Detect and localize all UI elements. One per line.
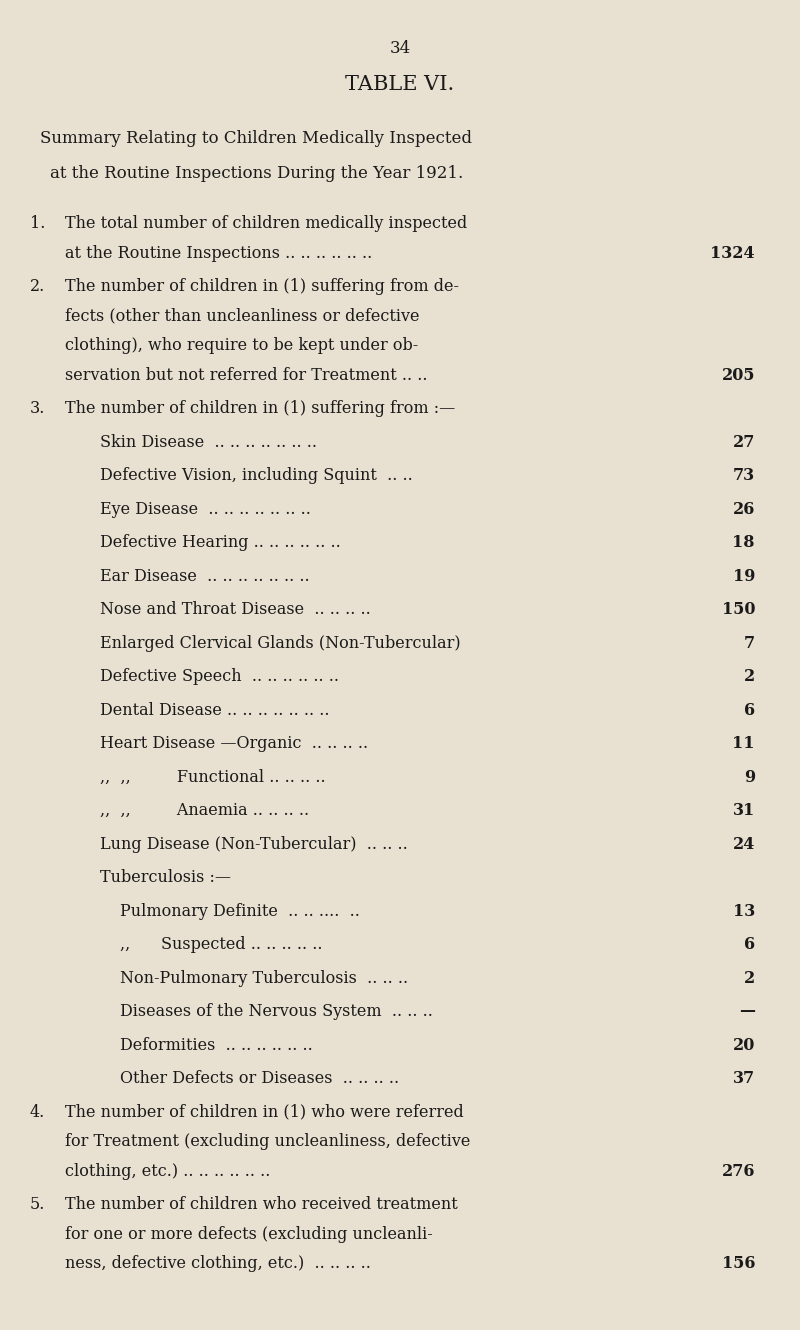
Text: 24: 24 <box>733 835 755 853</box>
Text: 34: 34 <box>390 40 410 57</box>
Text: 6: 6 <box>744 936 755 954</box>
Text: 7: 7 <box>744 634 755 652</box>
Text: Diseases of the Nervous System  .. .. ..: Diseases of the Nervous System .. .. .. <box>120 1003 433 1020</box>
Text: Other Defects or Diseases  .. .. .. ..: Other Defects or Diseases .. .. .. .. <box>120 1071 399 1087</box>
Text: 27: 27 <box>733 434 755 451</box>
Text: Enlarged Clervical Glands (Non-Tubercular): Enlarged Clervical Glands (Non-Tubercula… <box>100 634 461 652</box>
Text: 11: 11 <box>733 735 755 751</box>
Text: Non-Pulmonary Tuberculosis  .. .. ..: Non-Pulmonary Tuberculosis .. .. .. <box>120 970 408 987</box>
Text: The number of children in (1) suffering from :—: The number of children in (1) suffering … <box>65 400 455 418</box>
Text: Defective Hearing .. .. .. .. .. ..: Defective Hearing .. .. .. .. .. .. <box>100 535 341 551</box>
Text: ,,      Suspected .. .. .. .. ..: ,, Suspected .. .. .. .. .. <box>120 936 322 954</box>
Text: at the Routine Inspections .. .. .. .. .. ..: at the Routine Inspections .. .. .. .. .… <box>65 245 372 262</box>
Text: Tuberculosis :—: Tuberculosis :— <box>100 868 231 886</box>
Text: Defective Vision, including Squint  .. ..: Defective Vision, including Squint .. .. <box>100 467 413 484</box>
Text: servation but not referred for Treatment .. ..: servation but not referred for Treatment… <box>65 367 427 383</box>
Text: 1.: 1. <box>30 215 46 231</box>
Text: 19: 19 <box>733 568 755 584</box>
Text: Skin Disease  .. .. .. .. .. .. ..: Skin Disease .. .. .. .. .. .. .. <box>100 434 317 451</box>
Text: 156: 156 <box>722 1256 755 1271</box>
Text: at the Routine Inspections During the Year 1921.: at the Routine Inspections During the Ye… <box>50 165 463 182</box>
Text: 276: 276 <box>722 1162 755 1180</box>
Text: Nose and Throat Disease  .. .. .. ..: Nose and Throat Disease .. .. .. .. <box>100 601 370 618</box>
Text: 205: 205 <box>722 367 755 383</box>
Text: for Treatment (excluding uncleanliness, defective: for Treatment (excluding uncleanliness, … <box>65 1133 470 1150</box>
Text: fects (other than uncleanliness or defective: fects (other than uncleanliness or defec… <box>65 307 419 325</box>
Text: 26: 26 <box>733 500 755 517</box>
Text: 6: 6 <box>744 701 755 718</box>
Text: Summary Relating to Children Medically Inspected: Summary Relating to Children Medically I… <box>40 130 472 148</box>
Text: Pulmonary Definite  .. .. ....  ..: Pulmonary Definite .. .. .... .. <box>120 903 360 919</box>
Text: Eye Disease  .. .. .. .. .. .. ..: Eye Disease .. .. .. .. .. .. .. <box>100 500 311 517</box>
Text: The number of children in (1) who were referred: The number of children in (1) who were r… <box>65 1104 464 1120</box>
Text: for one or more defects (excluding uncleanli-: for one or more defects (excluding uncle… <box>65 1225 433 1242</box>
Text: 13: 13 <box>733 903 755 919</box>
Text: ,,  ,,         Functional .. .. .. ..: ,, ,, Functional .. .. .. .. <box>100 769 326 786</box>
Text: Defective Speech  .. .. .. .. .. ..: Defective Speech .. .. .. .. .. .. <box>100 668 339 685</box>
Text: 18: 18 <box>733 535 755 551</box>
Text: Ear Disease  .. .. .. .. .. .. ..: Ear Disease .. .. .. .. .. .. .. <box>100 568 310 584</box>
Text: The total number of children medically inspected: The total number of children medically i… <box>65 215 467 231</box>
Text: 1324: 1324 <box>710 245 755 262</box>
Text: 9: 9 <box>744 769 755 786</box>
Text: clothing, etc.) .. .. .. .. .. ..: clothing, etc.) .. .. .. .. .. .. <box>65 1162 270 1180</box>
Text: clothing), who require to be kept under ob-: clothing), who require to be kept under … <box>65 336 418 354</box>
Text: ness, defective clothing, etc.)  .. .. .. ..: ness, defective clothing, etc.) .. .. ..… <box>65 1256 371 1271</box>
Text: Lung Disease (Non-Tubercular)  .. .. ..: Lung Disease (Non-Tubercular) .. .. .. <box>100 835 408 853</box>
Text: 3.: 3. <box>30 400 46 418</box>
Text: 73: 73 <box>733 467 755 484</box>
Text: 2: 2 <box>744 668 755 685</box>
Text: 5.: 5. <box>30 1196 46 1213</box>
Text: TABLE VI.: TABLE VI. <box>346 74 454 94</box>
Text: 37: 37 <box>733 1071 755 1087</box>
Text: —: — <box>739 1003 755 1020</box>
Text: The number of children who received treatment: The number of children who received trea… <box>65 1196 458 1213</box>
Text: Deformities  .. .. .. .. .. ..: Deformities .. .. .. .. .. .. <box>120 1036 313 1053</box>
Text: 150: 150 <box>722 601 755 618</box>
Text: 2: 2 <box>744 970 755 987</box>
Text: ,,  ,,         Anaemia .. .. .. ..: ,, ,, Anaemia .. .. .. .. <box>100 802 309 819</box>
Text: The number of children in (1) suffering from de-: The number of children in (1) suffering … <box>65 278 459 295</box>
Text: 2.: 2. <box>30 278 46 295</box>
Text: Heart Disease —Organic  .. .. .. ..: Heart Disease —Organic .. .. .. .. <box>100 735 368 751</box>
Text: 4.: 4. <box>30 1104 46 1120</box>
Text: 20: 20 <box>733 1036 755 1053</box>
Text: Dental Disease .. .. .. .. .. .. ..: Dental Disease .. .. .. .. .. .. .. <box>100 701 330 718</box>
Text: 31: 31 <box>733 802 755 819</box>
